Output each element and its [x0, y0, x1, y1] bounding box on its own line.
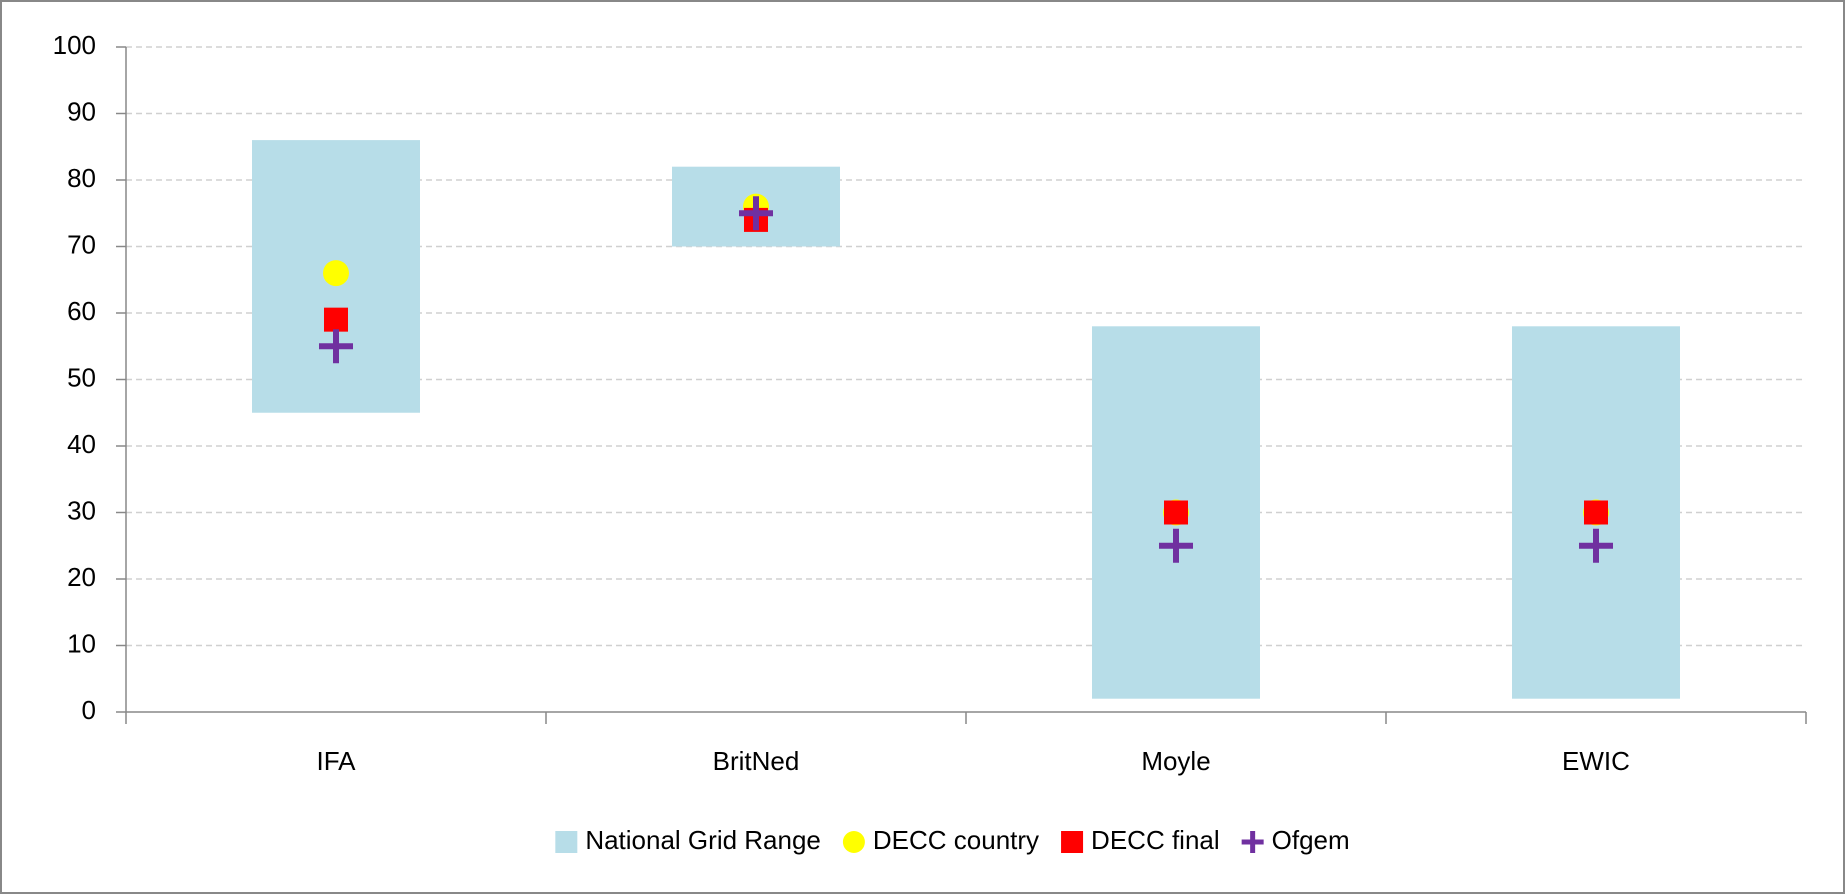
legend-symbol — [1061, 831, 1084, 853]
y-tick-label: 60 — [67, 296, 96, 326]
x-tick-label: Moyle — [1141, 746, 1210, 776]
x-tick-label: BritNed — [713, 746, 800, 776]
y-tick-label: 70 — [67, 229, 96, 259]
legend-symbol — [1241, 831, 1264, 853]
legend-label: DECC country — [873, 825, 1039, 855]
square-marker — [1164, 500, 1188, 525]
circle-marker — [323, 260, 349, 287]
y-tick-label: 90 — [67, 96, 96, 126]
square-marker — [1584, 500, 1608, 525]
y-tick-label: 20 — [67, 562, 96, 592]
y-tick-label: 80 — [67, 163, 96, 193]
legend-item: DECC country — [842, 825, 1039, 855]
x-tick-label: IFA — [316, 746, 356, 776]
x-tick-label: EWIC — [1562, 746, 1630, 776]
legend-item: National Grid Range — [555, 825, 821, 855]
square-marker — [324, 307, 348, 332]
legend-label: DECC final — [1091, 825, 1220, 855]
legend-label: National Grid Range — [585, 825, 821, 855]
legend-item: Ofgem — [1241, 825, 1350, 855]
plus-marker — [1159, 528, 1193, 563]
y-tick-label: 40 — [67, 429, 96, 459]
y-tick-label: 0 — [82, 695, 96, 725]
y-tick-label: 50 — [67, 362, 96, 392]
legend-label: Ofgem — [1272, 825, 1350, 855]
legend-symbol — [842, 831, 865, 853]
legend-item: DECC final — [1061, 825, 1220, 855]
legend-symbol — [555, 831, 578, 853]
plus-marker — [319, 329, 353, 364]
y-tick-label: 30 — [67, 495, 96, 525]
y-tick-label: 100 — [53, 30, 96, 60]
plus-marker — [739, 196, 773, 231]
y-tick-label: 10 — [67, 628, 96, 658]
plus-marker — [1579, 528, 1613, 563]
